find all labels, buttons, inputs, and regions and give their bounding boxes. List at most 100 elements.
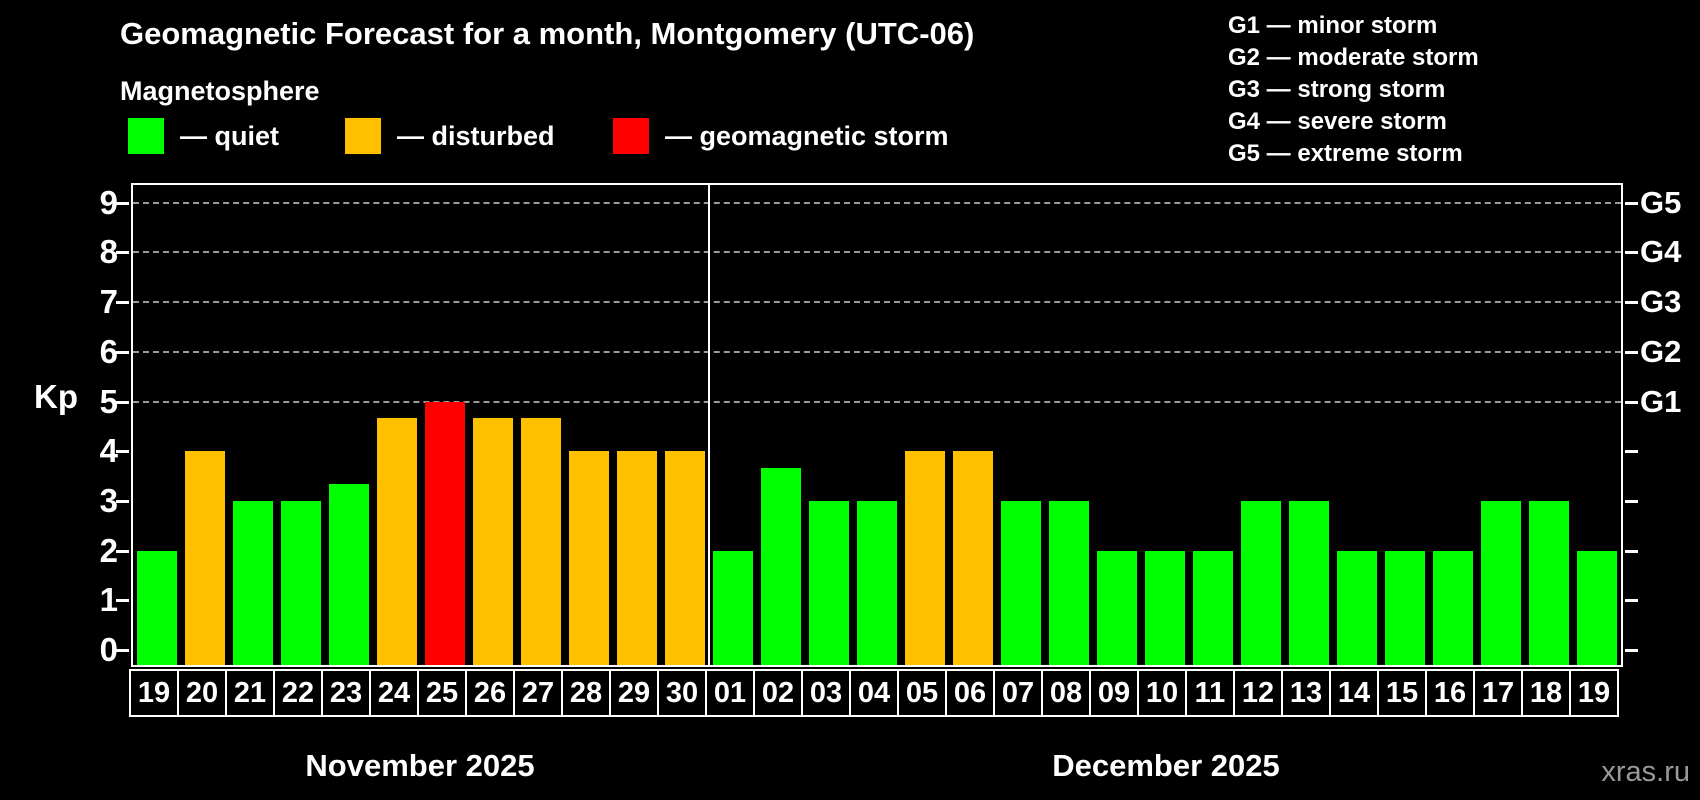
gridline-kp7 (133, 301, 1621, 304)
g-axis-label-G1: G1 (1640, 383, 1682, 419)
kp-bar-day-13 (1289, 500, 1329, 665)
kp-bar-day-16 (1433, 550, 1473, 665)
y-tick-label-2: 2 (99, 531, 118, 569)
y-tick-left-0 (116, 649, 129, 652)
y-tick-left-3 (116, 499, 129, 503)
day-label-28: 28 (561, 669, 611, 717)
legend-item-storm: — geomagnetic storm (613, 118, 949, 154)
kp-bar-day-09 (1097, 550, 1137, 665)
gridline-kp6 (133, 350, 1621, 353)
legend-label-disturbed: — disturbed (397, 120, 555, 151)
day-label-18: 18 (1521, 669, 1571, 717)
watermark: xras.ru (1601, 756, 1690, 788)
day-label-14: 14 (1329, 669, 1379, 717)
y-tick-left-8 (116, 251, 129, 255)
day-label-15: 15 (1377, 669, 1427, 717)
y-tick-label-1: 1 (99, 581, 118, 619)
y-tick-left-1 (116, 599, 129, 603)
y-tick-left-2 (116, 549, 129, 553)
legend-item-disturbed: — disturbed (345, 118, 555, 154)
kp-bar-day-22 (281, 500, 321, 665)
day-label-25: 25 (417, 669, 467, 717)
day-label-16: 16 (1425, 669, 1475, 717)
kp-bar-day-29 (617, 451, 657, 665)
day-label-08: 08 (1041, 669, 1091, 717)
kp-bar-day-07 (1001, 500, 1041, 665)
y-tick-right-7 (1625, 301, 1638, 305)
kp-bar-day-27 (521, 417, 561, 665)
kp-bar-day-02 (761, 467, 801, 665)
g4-legend-line: G4 — severe storm (1228, 108, 1447, 135)
g-axis-label-G2: G2 (1640, 333, 1682, 369)
y-tick-label-5: 5 (99, 382, 118, 420)
kp-bar-day-18 (1529, 500, 1569, 665)
day-label-13: 13 (1281, 669, 1331, 717)
gridline-kp9 (133, 201, 1621, 204)
kp-bar-day-17 (1481, 500, 1521, 665)
kp-bar-day-04 (857, 500, 897, 665)
day-label-07: 07 (993, 669, 1043, 717)
kp-bar-day-12 (1241, 500, 1281, 665)
y-tick-left-7 (116, 301, 129, 305)
y-tick-right-9 (1625, 201, 1638, 205)
day-label-29: 29 (609, 669, 659, 717)
day-label-02: 02 (753, 669, 803, 717)
kp-bar-day-26 (473, 417, 513, 665)
y-tick-right-3 (1625, 499, 1638, 503)
kp-bar-day-21 (233, 500, 273, 665)
gridline-kp5 (133, 400, 1621, 403)
day-label-12: 12 (1233, 669, 1283, 717)
y-tick-right-6 (1625, 350, 1638, 354)
y-tick-label-3: 3 (99, 481, 118, 519)
kp-bar-day-05 (905, 451, 945, 665)
day-label-06: 06 (945, 669, 995, 717)
y-tick-label-7: 7 (99, 283, 118, 321)
y-tick-label-9: 9 (99, 183, 118, 221)
day-label-09: 09 (1089, 669, 1139, 717)
day-label-04: 04 (849, 669, 899, 717)
g1-legend-line: G1 — minor storm (1228, 12, 1438, 39)
g3-legend-line: G3 — strong storm (1228, 76, 1446, 103)
y-tick-left-5 (116, 400, 129, 404)
kp-bar-day-19 (137, 550, 177, 665)
g-axis-label-G3: G3 (1640, 284, 1682, 320)
kp-bar-day-14 (1337, 550, 1377, 665)
legend-label-quiet: — quiet (180, 120, 279, 151)
day-label-21: 21 (225, 669, 275, 717)
y-tick-right-4 (1625, 450, 1638, 454)
kp-bar-day-11 (1193, 550, 1233, 665)
storm-color-swatch (613, 118, 649, 154)
kp-bar-day-08 (1049, 500, 1089, 665)
kp-bar-day-01 (713, 550, 753, 665)
day-label-10: 10 (1137, 669, 1187, 717)
quiet-color-swatch (128, 118, 164, 154)
day-label-23: 23 (321, 669, 371, 717)
y-tick-label-4: 4 (99, 432, 118, 470)
day-label-17: 17 (1473, 669, 1523, 717)
kp-bar-day-15 (1385, 550, 1425, 665)
kp-bar-day-06 (953, 451, 993, 665)
y-axis-title: Kp (34, 378, 78, 415)
g-scale-legend: G1 — minor storm G2 — moderate storm G3 … (1228, 10, 1479, 170)
day-label-03: 03 (801, 669, 851, 717)
kp-bar-day-19 (1577, 550, 1617, 665)
day-label-24: 24 (369, 669, 419, 717)
legend-label-storm: — geomagnetic storm (665, 120, 949, 151)
magnetosphere-label: Magnetosphere (120, 76, 320, 106)
y-tick-right-1 (1625, 599, 1638, 603)
day-label-05: 05 (897, 669, 947, 717)
y-tick-label-0: 0 (99, 631, 118, 668)
kp-bar-day-30 (665, 451, 705, 665)
day-label-19: 19 (129, 669, 179, 717)
month-divider (708, 185, 710, 665)
y-tick-right-5 (1625, 400, 1638, 404)
gridline-kp8 (133, 251, 1621, 254)
kp-bar-day-23 (329, 484, 369, 665)
y-tick-right-0 (1625, 649, 1638, 652)
page-title: Geomagnetic Forecast for a month, Montgo… (120, 16, 975, 51)
disturbed-color-swatch (345, 118, 381, 154)
y-tick-left-4 (116, 450, 129, 454)
y-tick-right-2 (1625, 549, 1638, 553)
kp-bar-day-20 (185, 451, 225, 665)
